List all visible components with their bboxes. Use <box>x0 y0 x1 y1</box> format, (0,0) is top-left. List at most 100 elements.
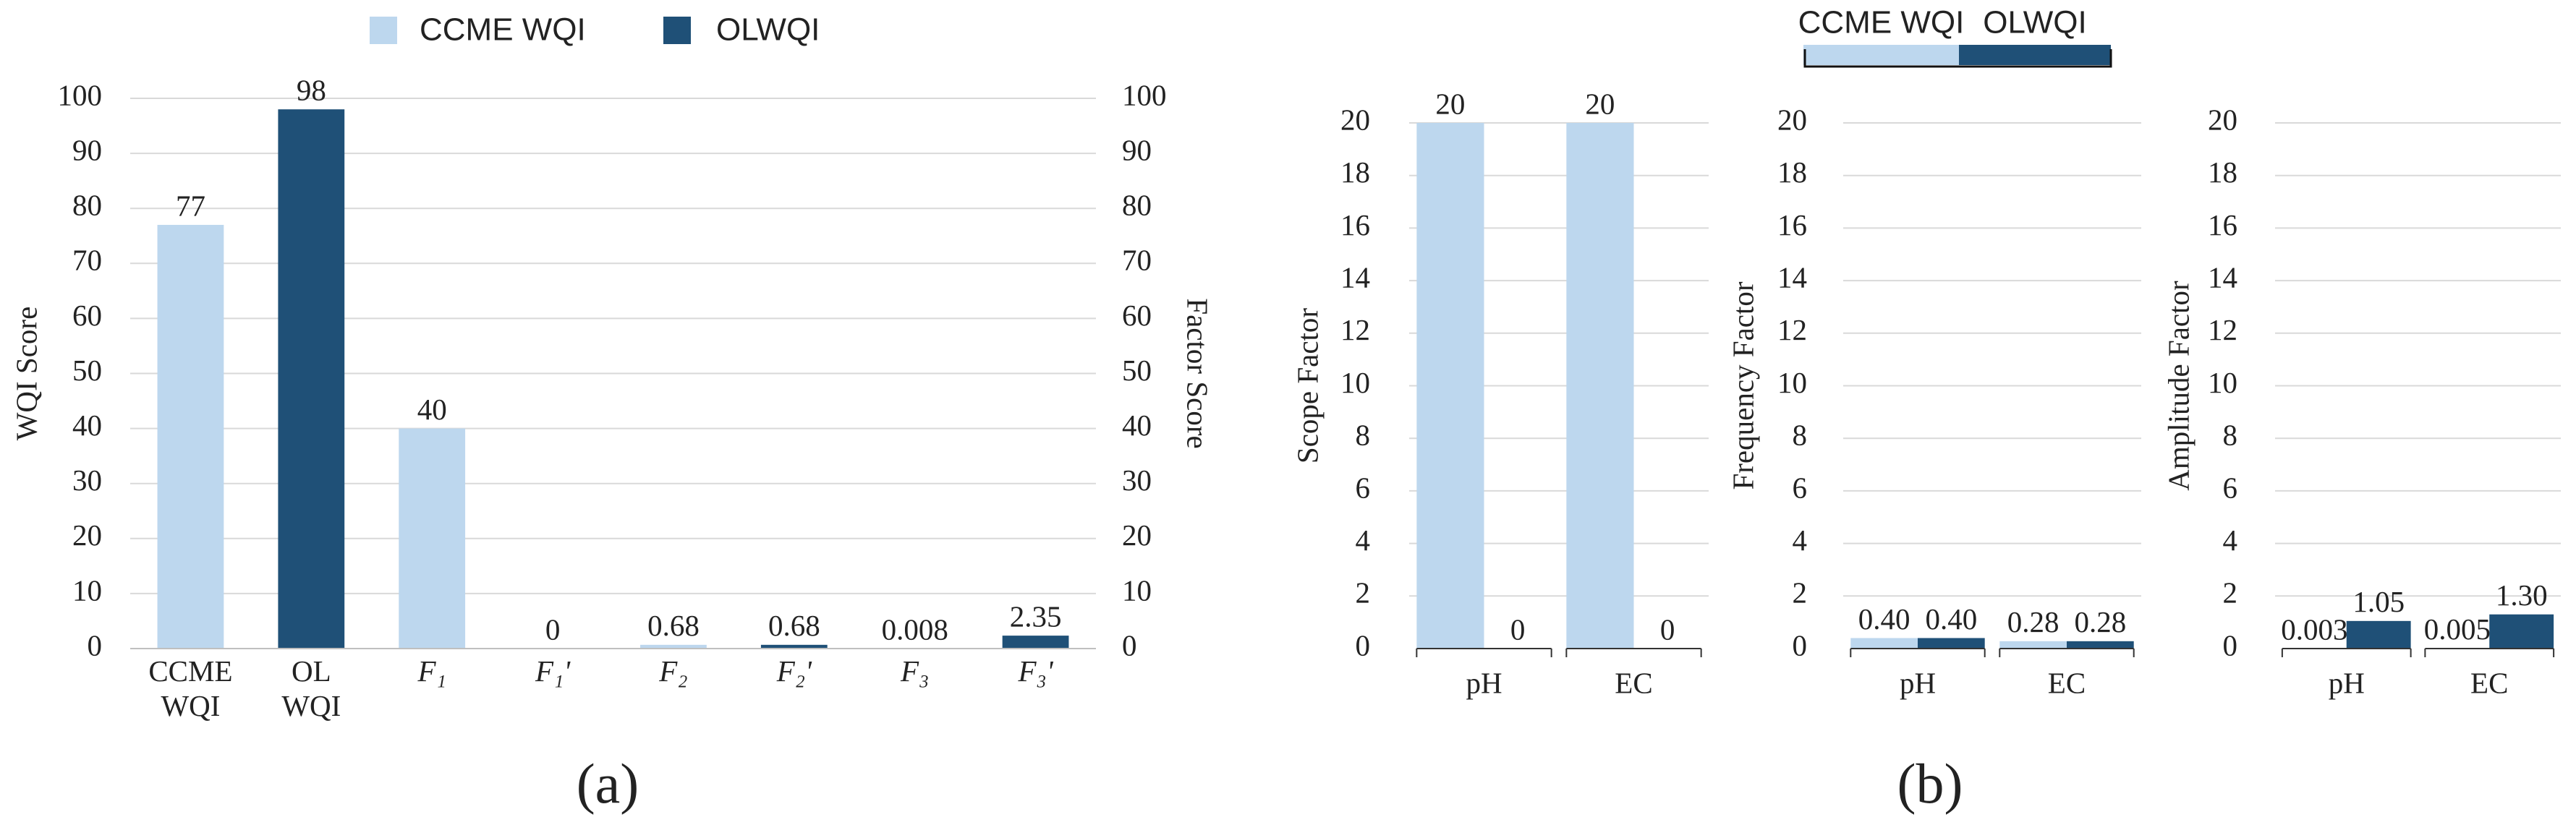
bar <box>2067 641 2134 649</box>
y-tick-label: 20 <box>2208 103 2237 136</box>
y-tick-label: 12 <box>2208 313 2237 346</box>
bar <box>1416 123 1484 649</box>
x-tick-label-line: WQI <box>281 689 341 722</box>
y-tick-label: 90 <box>72 134 102 167</box>
x-tick-label: F₁ <box>417 654 446 688</box>
y-tick-label: 12 <box>1777 313 1807 346</box>
value-label: 40 <box>417 393 447 426</box>
y-tick-label: 2 <box>1356 576 1371 610</box>
y2-tick-label: 30 <box>1122 463 1152 497</box>
y-axis-title: Amplitude Factor <box>2161 281 2195 491</box>
value-label: 98 <box>297 74 326 107</box>
y-tick-label: 20 <box>1777 103 1807 136</box>
y-tick-label: 12 <box>1340 313 1370 346</box>
legend-swatch <box>1959 45 2111 65</box>
y-tick-label: 16 <box>1777 208 1807 241</box>
y2-tick-label: 70 <box>1122 244 1152 277</box>
bar <box>399 428 466 649</box>
y-tick-label: 14 <box>2208 261 2237 294</box>
y-tick-label: 10 <box>72 573 102 607</box>
y-tick-label: 0 <box>1356 628 1371 662</box>
y2-tick-label: 50 <box>1122 354 1152 387</box>
value-label: 20 <box>1585 87 1615 120</box>
value-label: 0 <box>1510 612 1526 646</box>
y-tick-label: 10 <box>1340 366 1370 399</box>
bar <box>640 644 707 649</box>
y-tick-label: 14 <box>1340 261 1370 294</box>
y-tick-label: 14 <box>1777 261 1807 294</box>
y-tick-label: 50 <box>72 354 102 387</box>
y-tick-label: 18 <box>2208 155 2237 189</box>
value-label: 0.005 <box>2424 612 2491 646</box>
y-tick-label: 0 <box>88 628 103 662</box>
x-tick-label-line: F₂ <box>658 654 687 688</box>
y-tick-label: 6 <box>2223 471 2238 504</box>
y-tick-label: 80 <box>72 189 102 222</box>
y-tick-label: 4 <box>2223 523 2238 557</box>
value-label: 20 <box>1435 87 1465 120</box>
y-axis-title: WQI Score <box>9 307 43 441</box>
value-label: 1.30 <box>2496 578 2548 612</box>
value-label: 0 <box>1660 612 1675 646</box>
y-tick-label: 8 <box>2223 419 2238 452</box>
y-tick-label: 2 <box>2223 576 2238 610</box>
x-tick-label-line: CCME <box>148 654 232 688</box>
legend-label: CCME WQI <box>420 12 586 48</box>
x-tick-label: F₁' <box>535 654 571 688</box>
y-tick-label: 4 <box>1793 523 1808 557</box>
y-axis-title: Frequency Factor <box>1726 281 1759 489</box>
value-label: 0.28 <box>2007 605 2059 638</box>
y-tick-label: 30 <box>72 463 102 497</box>
x-tick-label-line: F₃ <box>900 654 929 688</box>
y2-tick-label: 10 <box>1122 573 1152 607</box>
x-tick-label: EC <box>2048 666 2086 699</box>
legend-label: OLWQI <box>716 12 820 48</box>
value-label: 0.68 <box>647 609 700 642</box>
legend-bracket <box>1803 49 2112 68</box>
x-tick-label: F₂' <box>776 654 812 688</box>
bar <box>760 644 828 649</box>
x-tick-label: pH <box>1466 666 1502 699</box>
y2-tick-label: 90 <box>1122 134 1152 167</box>
y-tick-label: 18 <box>1340 155 1370 189</box>
bar <box>1002 636 1069 649</box>
x-tick-label: EC <box>2470 666 2508 699</box>
y-tick-label: 70 <box>72 244 102 277</box>
x-tick-label: F₃' <box>1018 654 1054 688</box>
y2-axis-title: Factor Score <box>1181 298 1215 448</box>
value-label: 0.40 <box>1858 602 1910 636</box>
caption: (a) <box>577 752 639 815</box>
value-label: 1.05 <box>2352 585 2405 618</box>
y-tick-label: 20 <box>72 518 102 552</box>
bar <box>1850 638 1918 649</box>
y-tick-label: 16 <box>1340 208 1370 241</box>
value-label: 0.008 <box>882 612 948 646</box>
value-label: 0.003 <box>2281 612 2347 646</box>
x-tick-label: pH <box>2329 666 2365 699</box>
legend-swatch <box>1803 45 1959 65</box>
bar <box>1999 641 2067 649</box>
caption: (b) <box>1897 752 1963 815</box>
x-tick-label: EC <box>1615 666 1652 699</box>
bar <box>2346 620 2411 649</box>
value-label: 2.35 <box>1010 600 1062 633</box>
y-tick-label: 18 <box>1777 155 1807 189</box>
y-tick-label: 10 <box>1777 366 1807 399</box>
y-tick-label: 8 <box>1356 419 1371 452</box>
y-tick-label: 10 <box>2208 366 2237 399</box>
y-tick-label: 2 <box>1793 576 1808 610</box>
legend-swatch <box>370 17 397 44</box>
y-axis-title: Scope Factor <box>1291 308 1324 464</box>
y2-tick-label: 20 <box>1122 518 1152 552</box>
x-tick-label-line: F₃' <box>1018 654 1054 688</box>
value-label: 0.28 <box>2074 605 2126 638</box>
bar <box>2489 614 2554 649</box>
y2-tick-label: 80 <box>1122 189 1152 222</box>
y-tick-label: 20 <box>1340 103 1370 136</box>
y-tick-label: 0 <box>2223 628 2238 662</box>
x-tick-label-line: F₁' <box>535 654 571 688</box>
x-tick-label: pH <box>1900 666 1936 699</box>
x-tick-label: CCME WQI <box>148 654 232 722</box>
y2-tick-label: 60 <box>1122 299 1152 332</box>
